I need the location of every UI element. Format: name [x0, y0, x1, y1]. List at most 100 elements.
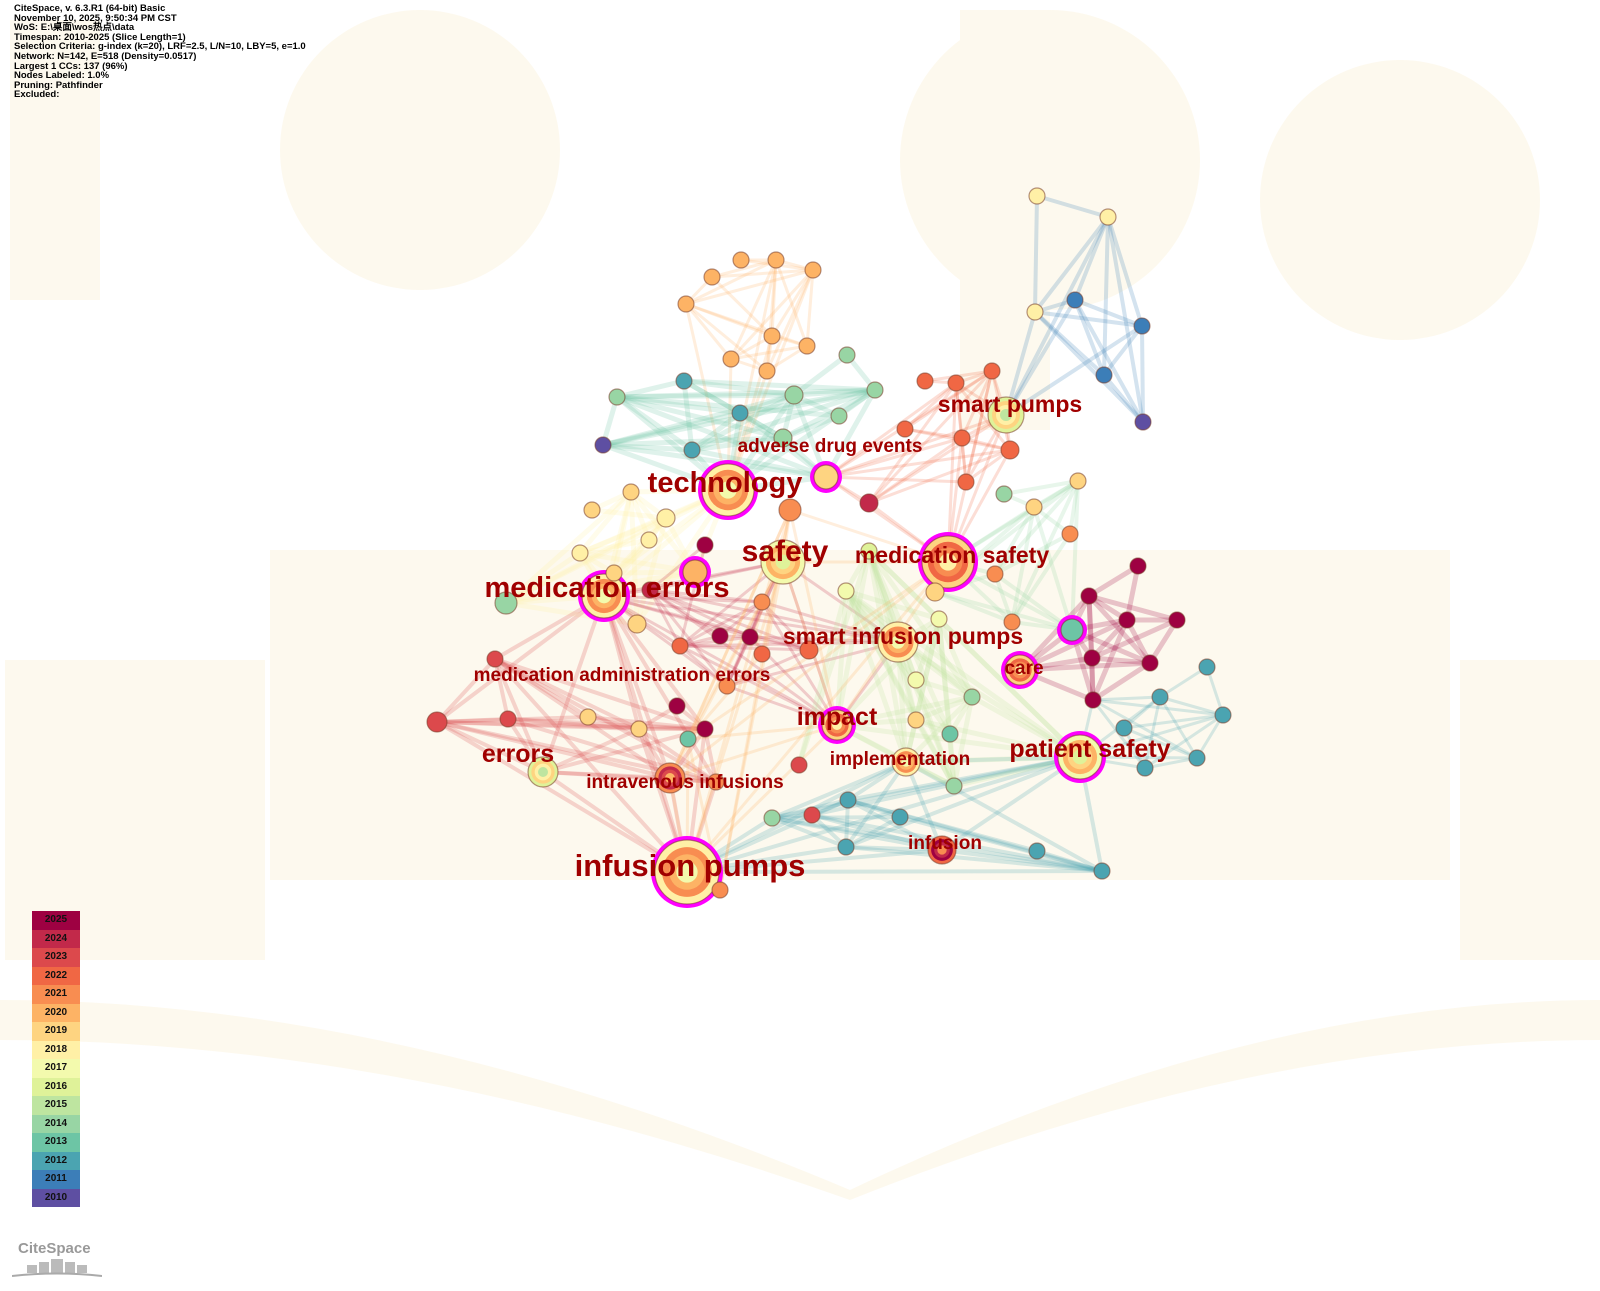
- keyword-node[interactable]: [983, 362, 1001, 380]
- keyword-node[interactable]: [711, 627, 729, 645]
- keyword-node[interactable]: [1083, 649, 1101, 667]
- label-impact[interactable]: impact: [797, 703, 878, 731]
- label-technology[interactable]: technology: [648, 467, 803, 499]
- keyword-node[interactable]: [1133, 317, 1151, 335]
- keyword-node[interactable]: [1095, 366, 1113, 384]
- keyword-node[interactable]: [1028, 187, 1046, 205]
- keyword-node[interactable]: [859, 493, 879, 513]
- keyword-node[interactable]: [1118, 611, 1136, 629]
- keyword-node[interactable]: [1093, 862, 1111, 880]
- keyword-node[interactable]: [837, 582, 855, 600]
- keyword-node[interactable]: [918, 532, 978, 592]
- keyword-node[interactable]: [1054, 731, 1106, 783]
- keyword-node[interactable]: [1136, 759, 1154, 777]
- keyword-node[interactable]: [798, 337, 816, 355]
- keyword-node[interactable]: [767, 251, 785, 269]
- keyword-node[interactable]: [1025, 498, 1043, 516]
- keyword-node[interactable]: [803, 806, 821, 824]
- keyword-node[interactable]: [1003, 613, 1021, 631]
- keyword-node[interactable]: [641, 581, 659, 599]
- keyword-node[interactable]: [583, 501, 601, 519]
- keyword-node[interactable]: [1214, 706, 1232, 724]
- keyword-node[interactable]: [953, 429, 971, 447]
- keyword-node[interactable]: [627, 614, 647, 634]
- keyword-node[interactable]: [896, 420, 914, 438]
- keyword-node[interactable]: [758, 362, 776, 380]
- keyword-node[interactable]: [698, 460, 758, 520]
- keyword-node[interactable]: [1000, 440, 1020, 460]
- label-medication-errors[interactable]: medication errors: [485, 572, 730, 604]
- keyword-node[interactable]: [722, 350, 740, 368]
- keyword-node[interactable]: [1066, 291, 1084, 309]
- keyword-node[interactable]: [1188, 749, 1206, 767]
- keyword-node[interactable]: [1099, 208, 1117, 226]
- label-adverse-drug-events[interactable]: adverse drug events: [738, 436, 923, 457]
- keyword-node[interactable]: [703, 268, 721, 286]
- keyword-node[interactable]: [651, 836, 723, 908]
- keyword-node[interactable]: [995, 485, 1013, 503]
- label-smart-pumps[interactable]: smart pumps: [938, 391, 1082, 417]
- keyword-node[interactable]: [925, 582, 945, 602]
- keyword-node[interactable]: [860, 542, 878, 560]
- keyword-node[interactable]: [668, 697, 686, 715]
- keyword-node[interactable]: [799, 640, 819, 660]
- keyword-node[interactable]: [1084, 691, 1102, 709]
- label-smart-infusion-pumps[interactable]: smart infusion pumps: [783, 623, 1023, 649]
- keyword-node[interactable]: [818, 706, 856, 744]
- keyword-node[interactable]: [963, 688, 981, 706]
- keyword-node[interactable]: [839, 791, 857, 809]
- keyword-node[interactable]: [987, 396, 1025, 434]
- keyword-node[interactable]: [608, 388, 626, 406]
- label-patient-safety[interactable]: patient safety: [1009, 735, 1170, 763]
- keyword-node[interactable]: [945, 777, 963, 795]
- keyword-node[interactable]: [1001, 651, 1039, 689]
- keyword-node[interactable]: [1080, 587, 1098, 605]
- keyword-node[interactable]: [1151, 688, 1169, 706]
- label-intravenous-infusions[interactable]: intravenous infusions: [586, 772, 783, 793]
- keyword-node[interactable]: [753, 645, 771, 663]
- keyword-node[interactable]: [630, 720, 648, 738]
- keyword-node[interactable]: [696, 720, 714, 738]
- keyword-node[interactable]: [1028, 842, 1046, 860]
- keyword-node[interactable]: [763, 809, 781, 827]
- keyword-node[interactable]: [718, 677, 736, 695]
- keyword-node[interactable]: [741, 628, 759, 646]
- keyword-node[interactable]: [696, 536, 714, 554]
- keyword-node[interactable]: [711, 881, 729, 899]
- keyword-node[interactable]: [654, 762, 686, 794]
- keyword-node[interactable]: [707, 773, 725, 791]
- keyword-node[interactable]: [907, 711, 925, 729]
- label-errors[interactable]: errors: [482, 740, 554, 768]
- keyword-node[interactable]: [753, 593, 771, 611]
- label-implementation[interactable]: implementation: [830, 749, 970, 770]
- keyword-node[interactable]: [675, 372, 693, 390]
- keyword-node[interactable]: [927, 835, 957, 865]
- keyword-node[interactable]: [605, 564, 623, 582]
- keyword-node[interactable]: [499, 710, 517, 728]
- keyword-node[interactable]: [804, 261, 822, 279]
- keyword-node[interactable]: [656, 508, 676, 528]
- keyword-node[interactable]: [947, 374, 965, 392]
- keyword-node[interactable]: [930, 610, 948, 628]
- keyword-node[interactable]: [579, 708, 597, 726]
- keyword-node[interactable]: [784, 385, 804, 405]
- keyword-node[interactable]: [1129, 557, 1147, 575]
- keyword-node[interactable]: [1134, 413, 1152, 431]
- keyword-node[interactable]: [594, 436, 612, 454]
- label-safety[interactable]: safety: [742, 535, 829, 568]
- keyword-node[interactable]: [1057, 615, 1087, 645]
- keyword-node[interactable]: [640, 531, 658, 549]
- keyword-node[interactable]: [916, 372, 934, 390]
- keyword-node[interactable]: [957, 473, 975, 491]
- keyword-node[interactable]: [1198, 658, 1216, 676]
- keyword-node[interactable]: [527, 756, 559, 788]
- keyword-node[interactable]: [1115, 719, 1133, 737]
- keyword-node[interactable]: [891, 747, 921, 777]
- keyword-node[interactable]: [830, 407, 848, 425]
- keyword-node[interactable]: [1026, 303, 1044, 321]
- label-infusion[interactable]: infusion: [908, 833, 982, 854]
- keyword-node[interactable]: [810, 461, 842, 493]
- keyword-node[interactable]: [837, 838, 855, 856]
- keyword-node[interactable]: [426, 711, 448, 733]
- keyword-node[interactable]: [732, 251, 750, 269]
